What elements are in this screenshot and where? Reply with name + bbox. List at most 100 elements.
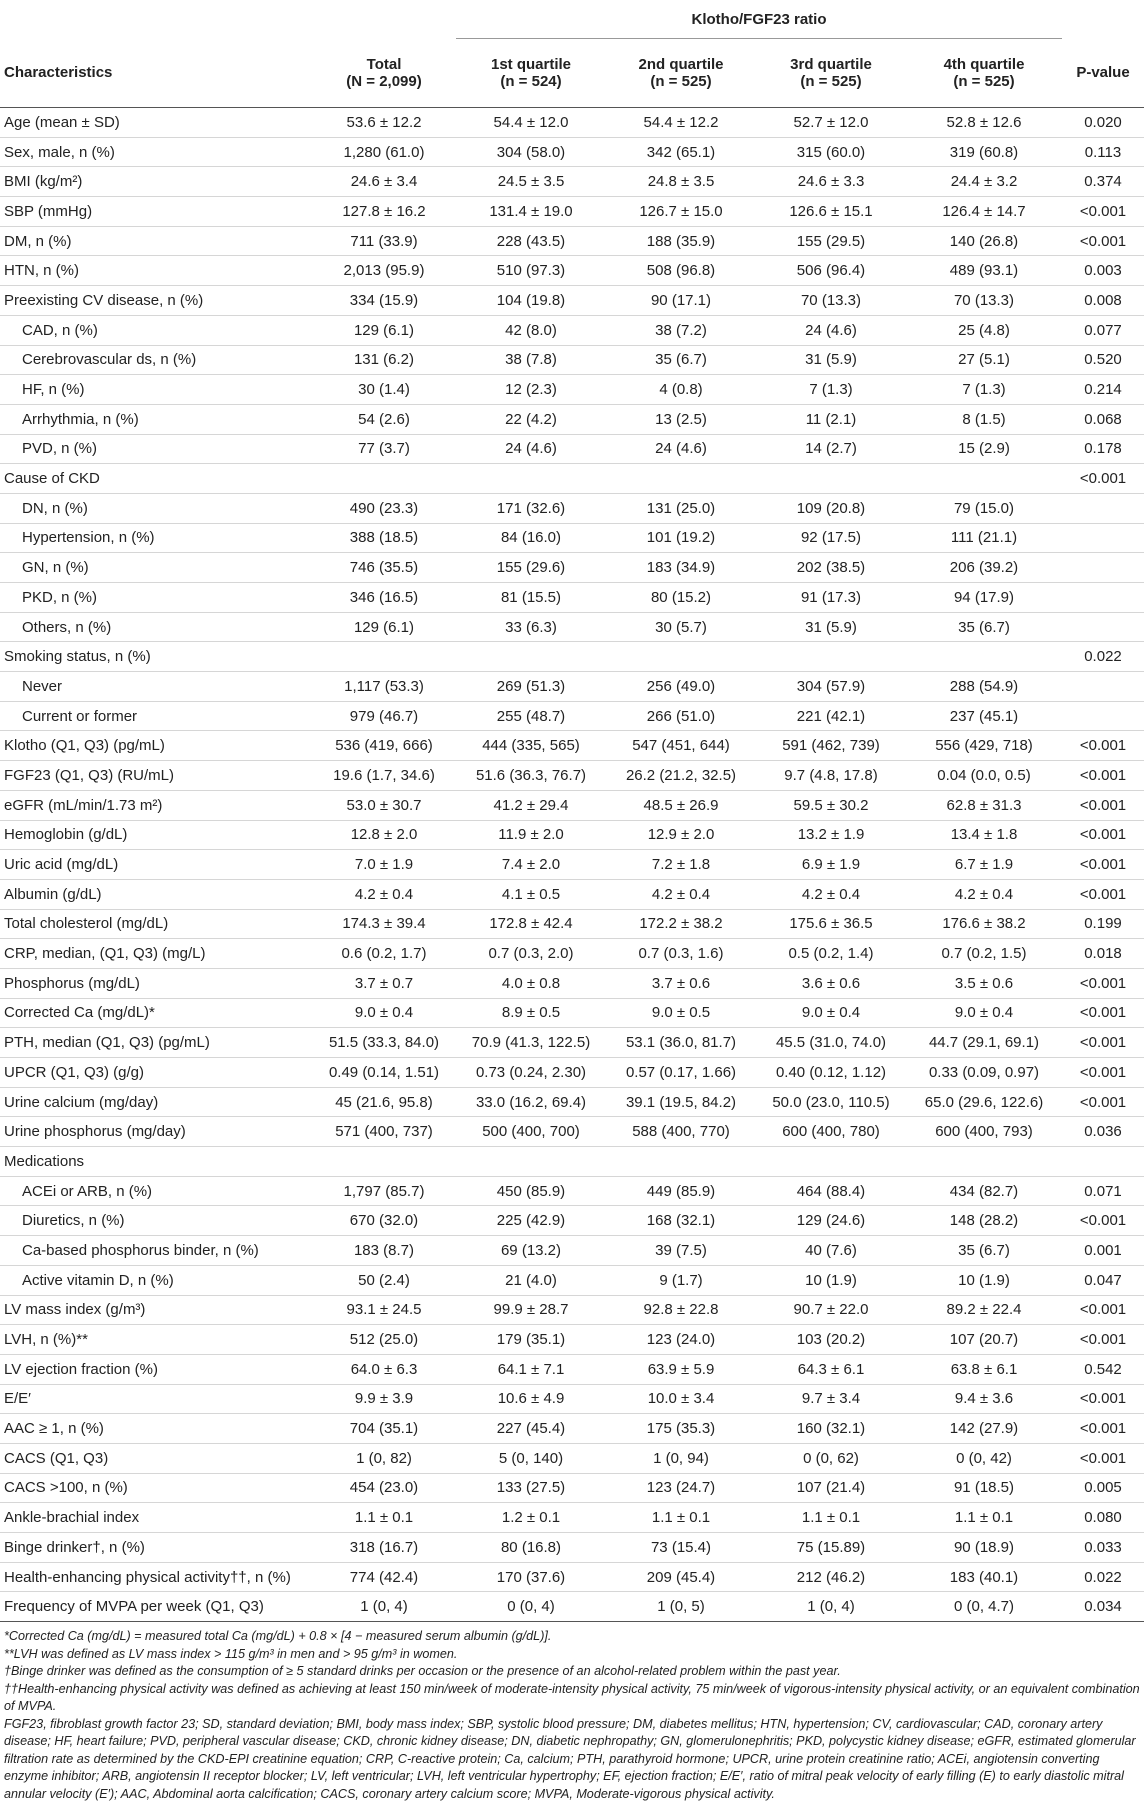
cell: 27 (5.1) (906, 345, 1062, 376)
cell: 90 (18.9) (906, 1532, 1062, 1563)
cell: 126.7 ± 15.0 (606, 196, 756, 227)
cell: 10 (1.9) (906, 1265, 1062, 1296)
cell: 175 (35.3) (606, 1413, 756, 1444)
cell: 346 (16.5) (312, 582, 456, 613)
cell: 237 (45.1) (906, 701, 1062, 732)
empty-cell (1062, 671, 1144, 702)
row-label: Cause of CKD (0, 463, 312, 494)
row-label: PTH, median (Q1, Q3) (pg/mL) (0, 1027, 312, 1058)
cell: 188 (35.9) (606, 226, 756, 257)
empty-cell (606, 1146, 756, 1177)
column-label: 3rd quartile (790, 56, 872, 73)
row-label: Ca-based phosphorus binder, n (%) (0, 1235, 312, 1266)
cell: 24.5 ± 3.5 (456, 166, 606, 198)
group-header: Klotho/FGF23 ratio (456, 0, 1062, 39)
cell: 212 (46.2) (756, 1562, 906, 1593)
cell: 183 (8.7) (312, 1235, 456, 1266)
footnote: *Corrected Ca (mg/dL) = measured total C… (4, 1629, 552, 1644)
cell: 4.0 ± 0.8 (456, 968, 606, 999)
table-row: Others, n (%) 129 (6.1) 33 (6.3) 30 (5.7) 31… (0, 612, 1144, 643)
cell: 103 (20.2) (756, 1324, 906, 1355)
table-row: Arrhythmia, n (%) 54 (2.6) 22 (4.2) 13 (2.5… (0, 404, 1144, 435)
cell: 69 (13.2) (456, 1235, 606, 1266)
row-label: CACS >100, n (%) (0, 1473, 312, 1504)
cell: 0.077 (1062, 315, 1144, 346)
table-row: CACS (Q1, Q3) 1 (0, 82) 5 (0, 140) 1 (0, 94… (0, 1443, 1144, 1474)
cell: 489 (93.1) (906, 255, 1062, 287)
cell: 168 (32.1) (606, 1205, 756, 1237)
cell: 0.113 (1062, 137, 1144, 168)
cell: 7.4 ± 2.0 (456, 849, 606, 880)
table-row: Corrected Ca (mg/dL)* 9.0 ± 0.4 8.9 ± 0.5 9… (0, 998, 1144, 1029)
column-sub: (n = 525) (800, 73, 862, 90)
row-label: AAC ≥ 1, n (%) (0, 1413, 312, 1444)
cell: <0.001 (1062, 998, 1144, 1029)
table-row: Health-enhancing physical activity††, n … (0, 1562, 1144, 1593)
cell: 6.7 ± 1.9 (906, 849, 1062, 880)
cell: 1.1 ± 0.1 (312, 1502, 456, 1533)
cell: 0.005 (1062, 1473, 1144, 1504)
cell: 64.0 ± 6.3 (312, 1354, 456, 1385)
row-label: eGFR (mL/min/1.73 m²) (0, 790, 312, 821)
cell: 512 (25.0) (312, 1324, 456, 1355)
cell: 6.9 ± 1.9 (756, 849, 906, 880)
row-label: GN, n (%) (0, 552, 312, 583)
cell: <0.001 (1062, 849, 1144, 880)
empty-cell (1062, 582, 1144, 613)
cell: 4.2 ± 0.4 (756, 879, 906, 910)
cell: 0.49 (0.14, 1.51) (312, 1057, 456, 1088)
cell: 107 (21.4) (756, 1473, 906, 1504)
cell: 54.4 ± 12.2 (606, 107, 756, 138)
row-label: Urine calcium (mg/day) (0, 1087, 312, 1118)
cell: 1 (0, 4) (312, 1591, 456, 1623)
table-row: Hypertension, n (%) 388 (18.5) 84 (16.0) 10… (0, 523, 1144, 554)
empty-cell (456, 641, 606, 673)
cell: 256 (49.0) (606, 671, 756, 702)
header-group-row: Klotho/FGF23 ratio (0, 0, 1144, 39)
table-body: Age (mean ± SD) 53.6 ± 12.2 54.4 ± 12.0 54.… (0, 107, 1144, 1623)
empty-cell (312, 463, 456, 494)
cell: 556 (429, 718) (906, 730, 1062, 762)
cell: <0.001 (1062, 1324, 1144, 1355)
cell: 129 (6.1) (312, 315, 456, 346)
cell: 104 (19.8) (456, 285, 606, 316)
cell: 45.5 (31.0, 74.0) (756, 1027, 906, 1058)
table-row: Frequency of MVPA per week (Q1, Q3) 1 (0,… (0, 1591, 1144, 1623)
cell: 80 (16.8) (456, 1532, 606, 1563)
table-row: Hemoglobin (g/dL) 12.8 ± 2.0 11.9 ± 2.0 12.… (0, 820, 1144, 851)
cell: 24 (4.6) (756, 315, 906, 346)
cell: 266 (51.0) (606, 701, 756, 732)
table-row: LV mass index (g/m³) 93.1 ± 24.5 99.9 ± 28… (0, 1295, 1144, 1326)
cell: 10 (1.9) (756, 1265, 906, 1296)
blank (312, 0, 456, 39)
table-row: HF, n (%) 30 (1.4) 12 (2.3) 4 (0.8) 7 (1.3) 7… (0, 374, 1144, 405)
cell: 12 (2.3) (456, 374, 606, 405)
cell: 31 (5.9) (756, 612, 906, 643)
row-label: DM, n (%) (0, 226, 312, 257)
cell: 9.7 ± 3.4 (756, 1384, 906, 1415)
cell: 155 (29.6) (456, 552, 606, 583)
cell: 10.0 ± 3.4 (606, 1384, 756, 1415)
cell: 35 (6.7) (906, 612, 1062, 643)
cell: 126.6 ± 15.1 (756, 196, 906, 227)
cell: 0.214 (1062, 374, 1144, 405)
cell: 0.022 (1062, 1562, 1144, 1593)
cell: 304 (58.0) (456, 137, 606, 168)
cell: 506 (96.4) (756, 255, 906, 287)
cell: 126.4 ± 14.7 (906, 196, 1062, 227)
cell: 53.1 (36.0, 81.7) (606, 1027, 756, 1058)
cell: 206 (39.2) (906, 552, 1062, 583)
cell: 1 (0, 5) (606, 1591, 756, 1623)
cell: 746 (35.5) (312, 552, 456, 583)
cell: 38 (7.8) (456, 345, 606, 376)
cell: <0.001 (1062, 820, 1144, 851)
cell: 172.8 ± 42.4 (456, 909, 606, 940)
cell: 52.7 ± 12.0 (756, 107, 906, 138)
table-row: E/E′ 9.9 ± 3.9 10.6 ± 4.9 10.0 ± 3.4 9.7 ± 3… (0, 1384, 1144, 1415)
row-label: Medications (0, 1146, 312, 1177)
cell: 15 (2.9) (906, 434, 1062, 465)
cell: 979 (46.7) (312, 701, 456, 732)
row-label: Health-enhancing physical activity††, n … (0, 1562, 312, 1593)
cell: 0.04 (0.0, 0.5) (906, 760, 1062, 791)
cell: 1 (0, 82) (312, 1443, 456, 1474)
